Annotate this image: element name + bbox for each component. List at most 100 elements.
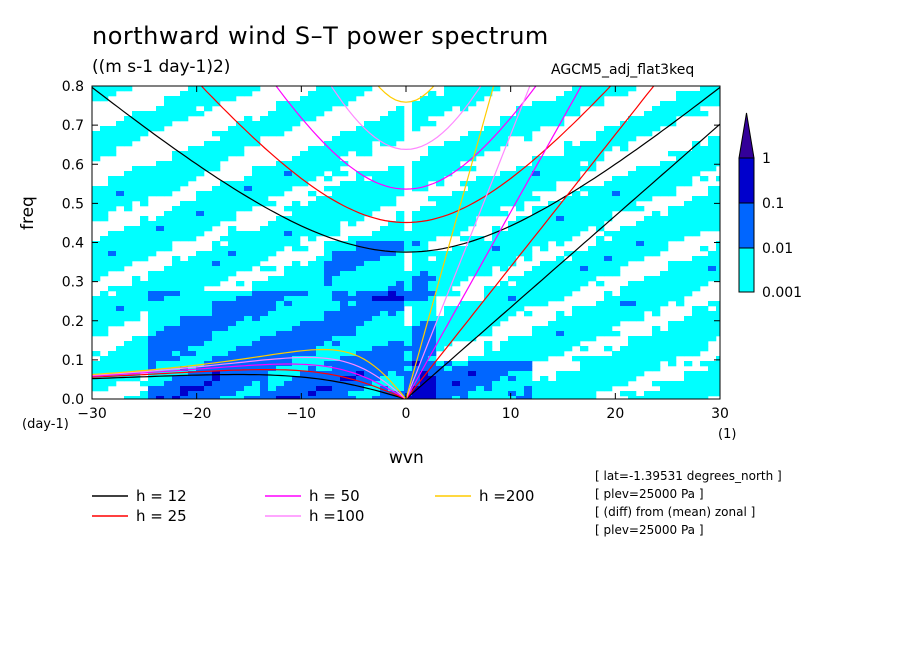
power-cell xyxy=(444,96,453,102)
power-cell xyxy=(428,391,437,397)
power-cell xyxy=(468,151,477,157)
power-cell xyxy=(204,156,213,162)
power-cell xyxy=(668,186,677,192)
power-cell xyxy=(700,376,709,382)
power-cell xyxy=(708,316,717,322)
power-cell xyxy=(572,376,581,382)
power-cell xyxy=(228,271,237,277)
power-cell xyxy=(564,281,573,287)
power-cell xyxy=(292,391,301,397)
power-cell xyxy=(420,231,429,237)
power-cell xyxy=(500,346,509,352)
power-cell xyxy=(228,391,237,397)
power-cell xyxy=(396,251,405,257)
power-cell xyxy=(340,186,349,192)
power-cell xyxy=(284,281,293,287)
power-cell xyxy=(212,301,221,307)
power-cell xyxy=(356,136,365,142)
power-cell xyxy=(420,326,429,332)
power-cell xyxy=(188,176,197,182)
power-cell xyxy=(372,126,381,132)
power-cell xyxy=(172,271,181,277)
power-cell xyxy=(412,296,421,302)
power-cell xyxy=(92,371,101,377)
power-cell xyxy=(180,271,189,277)
power-cell xyxy=(716,271,720,277)
power-cell xyxy=(436,151,445,157)
power-cell xyxy=(188,111,197,117)
power-cell xyxy=(100,321,109,327)
power-cell xyxy=(116,366,125,372)
power-cell xyxy=(668,176,677,182)
power-cell xyxy=(492,126,501,132)
power-cell xyxy=(476,176,485,182)
power-cell xyxy=(332,231,341,237)
power-cell xyxy=(156,231,165,237)
power-cell xyxy=(652,186,661,192)
power-cell xyxy=(652,211,661,217)
power-cell xyxy=(460,306,469,312)
power-cell xyxy=(116,351,125,357)
power-cell xyxy=(180,286,189,292)
power-cell xyxy=(116,86,125,92)
power-cell xyxy=(340,306,349,312)
power-cell xyxy=(324,161,333,167)
power-cell xyxy=(420,121,429,127)
power-cell xyxy=(308,101,317,107)
power-cell xyxy=(660,216,669,222)
power-cell xyxy=(260,181,269,187)
power-cell xyxy=(644,346,653,352)
power-cell xyxy=(164,246,173,252)
power-cell xyxy=(612,186,621,192)
x-tick-label: −20 xyxy=(182,406,212,422)
power-cell xyxy=(92,196,101,202)
power-cell xyxy=(420,226,429,232)
power-cell xyxy=(188,371,197,377)
power-cell xyxy=(260,186,269,192)
power-cell xyxy=(244,336,253,342)
power-cell xyxy=(668,336,677,342)
power-cell xyxy=(572,276,581,282)
power-cell xyxy=(100,311,109,317)
power-cell xyxy=(604,131,613,137)
power-cell xyxy=(524,221,533,227)
power-cell xyxy=(308,391,317,397)
power-cell xyxy=(284,301,293,307)
power-cell xyxy=(220,206,229,212)
power-cell xyxy=(444,331,453,337)
power-cell xyxy=(252,241,261,247)
power-cell xyxy=(204,396,213,399)
power-cell xyxy=(660,231,669,237)
power-cell xyxy=(316,146,325,152)
power-cell xyxy=(228,131,237,137)
power-cell xyxy=(596,241,605,247)
power-field xyxy=(92,86,720,399)
power-cell xyxy=(108,256,117,262)
power-cell xyxy=(268,296,277,302)
power-cell xyxy=(588,311,597,317)
power-cell xyxy=(276,111,285,117)
power-cell xyxy=(212,396,221,399)
power-cell xyxy=(484,136,493,142)
power-cell xyxy=(684,276,693,282)
power-cell xyxy=(412,351,421,357)
power-cell xyxy=(604,241,613,247)
power-cell xyxy=(348,391,357,397)
power-cell xyxy=(436,396,445,399)
power-cell xyxy=(316,91,325,97)
power-cell xyxy=(276,221,285,227)
power-cell xyxy=(668,281,677,287)
power-cell xyxy=(324,256,333,262)
power-cell xyxy=(244,241,253,247)
power-cell xyxy=(484,196,493,202)
power-cell xyxy=(484,241,493,247)
power-cell xyxy=(284,381,293,387)
power-cell xyxy=(340,151,349,157)
power-cell xyxy=(508,241,517,247)
power-cell xyxy=(180,291,189,297)
power-cell xyxy=(324,276,333,282)
power-cell xyxy=(372,121,381,127)
power-cell xyxy=(124,171,133,177)
power-cell xyxy=(276,116,285,122)
power-cell xyxy=(500,171,509,177)
